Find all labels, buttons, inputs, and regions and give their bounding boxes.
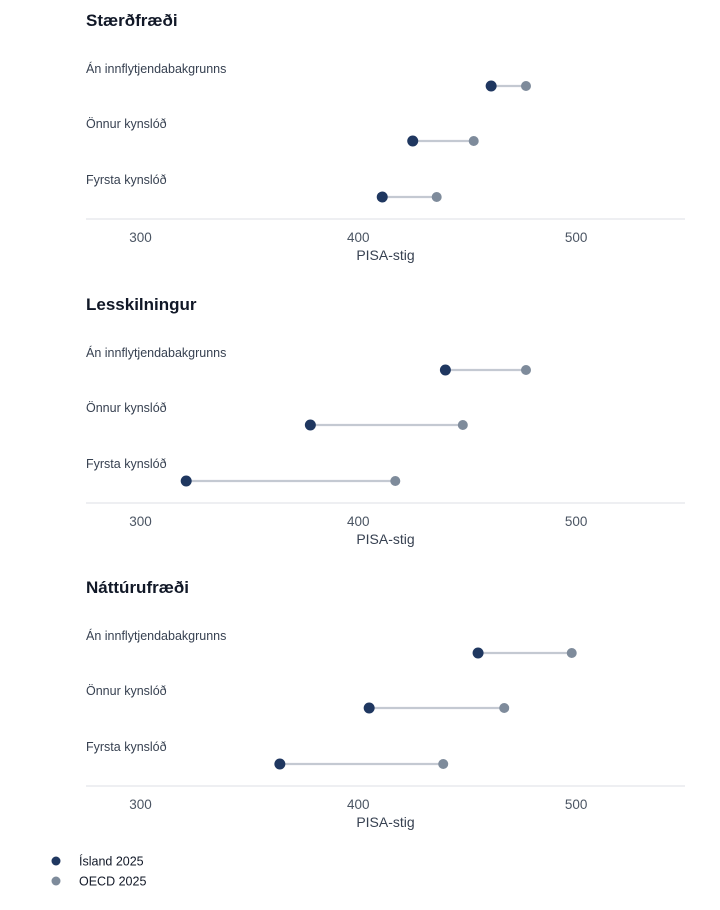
category-label: Fyrsta kynslóð — [86, 457, 167, 471]
category-label: Önnur kynslóð — [86, 117, 167, 131]
iceland-point — [304, 419, 316, 431]
category-label: Án innflytjendabakgrunns — [86, 61, 226, 76]
category-label: Önnur kynslóð — [86, 401, 167, 415]
oecd-point — [438, 759, 449, 769]
x-tick-label: 500 — [565, 797, 588, 812]
oecd-point — [566, 648, 577, 658]
iceland-point — [439, 364, 451, 376]
x-axis-title: PISA-stig — [356, 247, 414, 263]
legend-marker — [51, 876, 61, 886]
iceland-point — [485, 80, 497, 92]
oecd-point — [499, 703, 510, 713]
oecd-point — [520, 81, 531, 91]
x-axis-title: PISA-stig — [356, 531, 414, 547]
oecd-point — [390, 476, 401, 486]
oecd-point — [520, 365, 531, 375]
oecd-point — [468, 136, 479, 146]
category-label: Önnur kynslóð — [86, 684, 167, 698]
x-tick-label: 500 — [565, 230, 588, 245]
panel-title: Stærðfræði — [86, 11, 178, 30]
iceland-point — [274, 758, 286, 770]
legend-marker — [51, 856, 61, 866]
iceland-point — [363, 702, 375, 714]
iceland-point — [407, 135, 419, 147]
x-tick-label: 300 — [129, 230, 152, 245]
oecd-point — [457, 420, 468, 430]
panel-title: Náttúrufræði — [86, 578, 189, 597]
x-tick-label: 300 — [129, 797, 152, 812]
panel-title: Lesskilningur — [86, 295, 197, 314]
x-tick-label: 300 — [129, 514, 152, 529]
x-tick-label: 500 — [565, 514, 588, 529]
x-tick-label: 400 — [347, 797, 370, 812]
x-axis-title: PISA-stig — [356, 814, 414, 830]
iceland-point — [376, 191, 388, 203]
x-tick-label: 400 — [347, 230, 370, 245]
category-label: Fyrsta kynslóð — [86, 740, 167, 754]
iceland-point — [180, 475, 192, 487]
x-tick-label: 400 — [347, 514, 370, 529]
legend-label: Ísland 2025 — [79, 854, 144, 869]
category-label: Án innflytjendabakgrunns — [86, 345, 226, 360]
legend-label: OECD 2025 — [79, 875, 146, 889]
category-label: Fyrsta kynslóð — [86, 173, 167, 187]
category-label: Án innflytjendabakgrunns — [86, 628, 226, 643]
iceland-point — [472, 647, 484, 659]
oecd-point — [431, 192, 442, 202]
